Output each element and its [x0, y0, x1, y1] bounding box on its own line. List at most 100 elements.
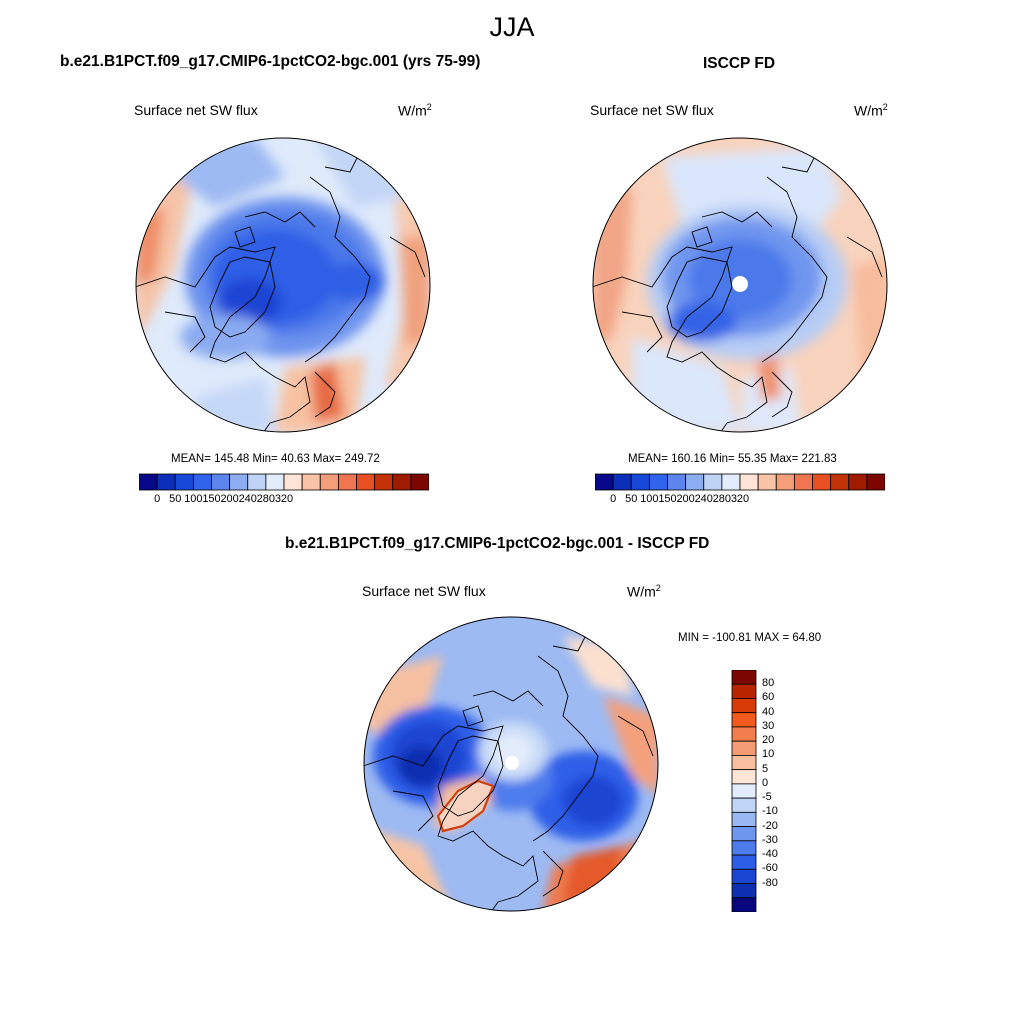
colorbar-swatch	[775, 473, 795, 491]
colorbar-swatch	[731, 783, 757, 799]
obs-panel-title: ISCCP FD	[703, 55, 776, 72]
diff-polar-map	[363, 616, 659, 912]
colorbar-swatch	[731, 726, 757, 742]
colorbar-swatch	[265, 473, 285, 491]
colorbar-swatch	[848, 473, 868, 491]
colorbar-swatch	[356, 473, 376, 491]
colorbar-swatch	[731, 683, 757, 699]
diff-colorbar	[731, 670, 757, 912]
colorbar-swatch	[301, 473, 321, 491]
colorbar-tick-label: 100	[640, 493, 659, 505]
colorbar-tick-label: 10	[762, 748, 775, 761]
colorbar-tick-label: 20	[762, 734, 775, 747]
colorbar-swatch	[757, 473, 777, 491]
colorbar-swatch	[731, 755, 757, 771]
colorbar-tick-label: -60	[762, 862, 778, 875]
colorbar-tick-label: 200	[220, 493, 239, 505]
model-polar-map	[135, 137, 431, 433]
obs-colorbar	[595, 473, 885, 491]
colorbar-swatch	[247, 473, 267, 491]
colorbar-swatch	[721, 473, 741, 491]
colorbar-swatch	[731, 883, 757, 899]
obs-colorbar-ticks: 0 50 100 150 200 240 280 320	[595, 493, 885, 509]
model-colorbar-ticks: 0 50 100 150 200 240 280 320	[139, 493, 429, 509]
figure-title: JJA	[489, 12, 535, 42]
model-colorbar	[139, 473, 429, 491]
colorbar-tick-label: 320	[274, 493, 294, 505]
colorbar-tick-label: 150	[658, 493, 677, 505]
obs-stats: MEAN= 160.16 Min= 55.35 Max= 221.83	[628, 453, 837, 465]
colorbar-tick-label: 240	[694, 493, 713, 505]
colorbar-swatch	[211, 473, 231, 491]
obs-polar-map	[592, 137, 888, 433]
colorbar-swatch	[595, 473, 614, 491]
colorbar-swatch	[410, 473, 429, 491]
colorbar-swatch	[685, 473, 705, 491]
colorbar-tick-label: 50	[625, 493, 638, 505]
colorbar-swatch	[319, 473, 339, 491]
colorbar-tick-label: -10	[762, 805, 778, 818]
colorbar-swatch	[648, 473, 668, 491]
colorbar-swatch	[703, 473, 723, 491]
colorbar-tick-label: -20	[762, 819, 778, 832]
colorbar-swatch	[812, 473, 832, 491]
colorbar-swatch	[630, 473, 650, 491]
colorbar-swatch	[731, 868, 757, 884]
colorbar-swatch	[731, 897, 757, 912]
colorbar-swatch	[731, 769, 757, 785]
colorbar-swatch	[192, 473, 212, 491]
colorbar-tick-label: 200	[676, 493, 695, 505]
colorbar-swatch	[731, 811, 757, 827]
colorbar-swatch	[374, 473, 394, 491]
diff-variable-label: Surface net SW flux	[362, 583, 486, 599]
colorbar-tick-label: 100	[184, 493, 203, 505]
colorbar-tick-label: 0	[762, 776, 769, 789]
obs-variable-label: Surface net SW flux	[590, 102, 714, 118]
model-units-label: W/m2	[398, 102, 432, 119]
colorbar-tick-label: 240	[238, 493, 257, 505]
colorbar-tick-label: 150	[202, 493, 221, 505]
colorbar-swatch	[731, 854, 757, 870]
colorbar-swatch	[337, 473, 357, 491]
colorbar-tick-label: 30	[762, 719, 775, 732]
diff-stats: MIN = -100.81 MAX = 64.80	[678, 632, 822, 644]
colorbar-tick-label: -30	[762, 833, 778, 846]
colorbar-swatch	[139, 473, 158, 491]
model-stats: MEAN= 145.48 Min= 40.63 Max= 249.72	[171, 453, 380, 465]
colorbar-tick-label: 320	[730, 493, 750, 505]
colorbar-swatch	[731, 740, 757, 756]
colorbar-swatch	[731, 670, 757, 685]
diff-units-label: W/m2	[627, 583, 661, 600]
colorbar-tick-label: 280	[256, 493, 276, 505]
colorbar-swatch	[612, 473, 632, 491]
colorbar-swatch	[731, 840, 757, 856]
colorbar-tick-label: -80	[762, 876, 778, 889]
colorbar-swatch	[731, 698, 757, 714]
colorbar-tick-label: -5	[762, 791, 772, 804]
colorbar-swatch	[174, 473, 194, 491]
diff-colorbar-ticks: 80 60 40 30 20 10 5 0 -5 -10 -20 -30 -40 -60 -80	[762, 670, 802, 912]
colorbar-swatch	[156, 473, 176, 491]
model-variable-label: Surface net SW flux	[134, 102, 258, 118]
colorbar-tick-label: -40	[762, 848, 778, 861]
colorbar-swatch	[667, 473, 687, 491]
colorbar-swatch	[793, 473, 813, 491]
colorbar-tick-label: 50	[169, 493, 182, 505]
colorbar-tick-label: 280	[712, 493, 732, 505]
colorbar-tick-label: 80	[762, 677, 775, 690]
colorbar-swatch	[392, 473, 412, 491]
colorbar-tick-label: 5	[762, 762, 769, 775]
colorbar-swatch	[739, 473, 759, 491]
colorbar-tick-label: 40	[762, 705, 775, 718]
colorbar-tick-label: 0	[154, 493, 161, 505]
colorbar-swatch	[731, 826, 757, 842]
colorbar-swatch	[229, 473, 249, 491]
colorbar-swatch	[283, 473, 303, 491]
colorbar-swatch	[731, 797, 757, 813]
colorbar-swatch	[830, 473, 850, 491]
colorbar-swatch	[866, 473, 885, 491]
model-panel-title: b.e21.B1PCT.f09_g17.CMIP6-1pctCO2-bgc.00…	[60, 53, 481, 70]
colorbar-tick-label: 0	[610, 493, 617, 505]
colorbar-swatch	[731, 712, 757, 728]
diff-panel-title: b.e21.B1PCT.f09_g17.CMIP6-1pctCO2-bgc.00…	[285, 535, 710, 552]
